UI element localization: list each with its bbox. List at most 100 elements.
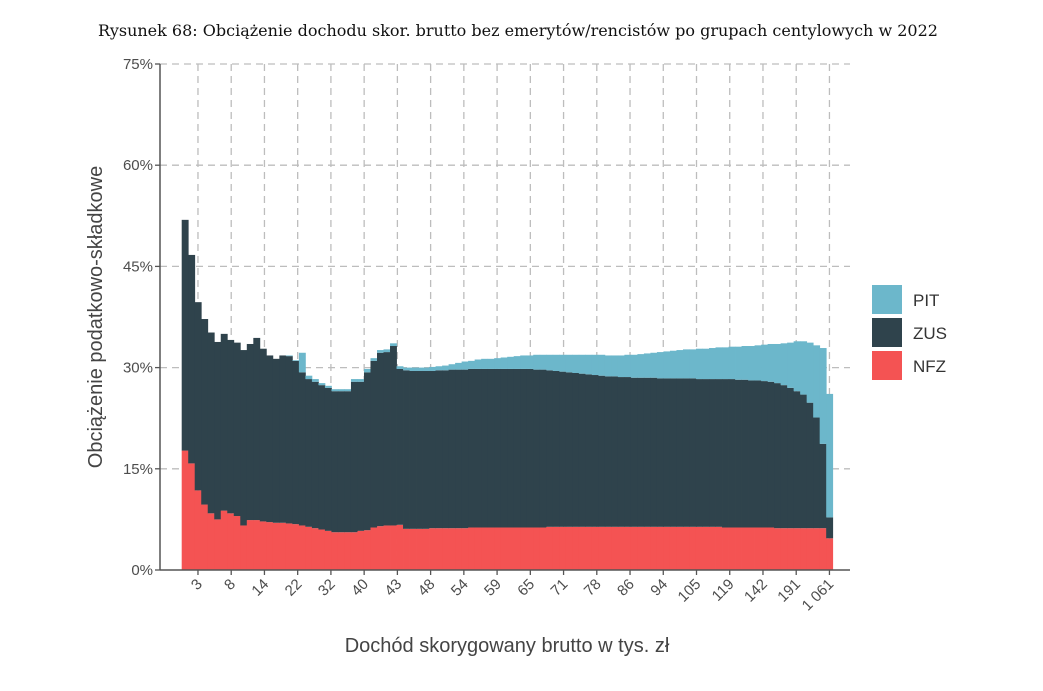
y-tick-label: 30% (123, 360, 153, 377)
y-tick-label: 75% (123, 56, 153, 73)
bar-nfz (246, 520, 254, 570)
bar-nfz (292, 524, 300, 570)
bar-nfz (409, 528, 417, 570)
bar-pit (357, 379, 365, 382)
bar-pit (442, 365, 450, 371)
bar-pit (630, 354, 638, 378)
x-tick-label: 3 (188, 576, 206, 594)
x-tick-label: 54 (448, 576, 472, 600)
bar-nfz (240, 525, 248, 570)
bar-nfz (526, 527, 534, 570)
bar-zus (233, 342, 241, 517)
bar-zus (207, 332, 215, 514)
bar-zus (533, 369, 541, 528)
bar-zus (774, 383, 782, 529)
x-tick-label: 22 (282, 576, 306, 600)
bar-pit (793, 341, 801, 392)
bar-pit (650, 352, 658, 378)
bar-nfz (643, 526, 651, 570)
bar-zus (663, 378, 671, 527)
bar-nfz (787, 528, 795, 570)
bar-zus (637, 377, 645, 527)
bar-pit (774, 343, 782, 384)
bar-nfz (800, 528, 808, 570)
bar-nfz (422, 528, 430, 570)
bar-pit (767, 343, 775, 382)
bar-zus (357, 381, 365, 531)
bar-pit (383, 349, 391, 353)
bar-nfz (578, 526, 586, 570)
bar-zus (800, 394, 808, 529)
bar-pit (533, 354, 541, 370)
bar-nfz (780, 528, 788, 570)
x-tick-label: 71 (548, 576, 572, 600)
bar-nfz (285, 523, 293, 570)
bar-pit (507, 356, 515, 369)
y-axis-title: Obciążenie podatkowo-składkowe (85, 166, 107, 468)
bar-pit (520, 355, 528, 369)
bar-nfz (702, 526, 710, 570)
y-tick-label: 0% (131, 562, 153, 579)
bar-pit (598, 354, 606, 376)
bar-nfz (259, 521, 267, 570)
x-tick-label: 86 (614, 576, 638, 600)
bar-pit (806, 342, 814, 403)
legend-label-nfz: NFZ (913, 357, 946, 376)
bar-pit (539, 354, 547, 370)
bar-zus (754, 380, 762, 528)
bar-pit (695, 348, 703, 380)
bar-nfz (565, 526, 573, 570)
bar-pit (546, 354, 554, 371)
bar-zus (422, 370, 430, 529)
bar-nfz (305, 526, 313, 570)
bar-zus (624, 377, 632, 527)
bar-zus (572, 372, 580, 527)
x-tick-label: 65 (514, 576, 538, 600)
bar-nfz (500, 527, 508, 570)
bar-nfz (630, 526, 638, 570)
bar-zus (591, 375, 599, 527)
bar-nfz (344, 532, 352, 570)
bar-pit (481, 358, 489, 369)
bar-pit (826, 393, 834, 518)
x-tick-label: 48 (415, 576, 439, 600)
bar-nfz (669, 526, 677, 570)
bar-nfz (377, 526, 384, 570)
bar-nfz (754, 527, 762, 570)
x-axis-title: Dochód skorygowany brutto w tys. zł (345, 635, 670, 657)
bar-zus (487, 368, 495, 528)
bar-zus (702, 379, 710, 527)
bar-nfz (331, 532, 339, 570)
bar-zus (396, 368, 404, 525)
bar-zus (656, 378, 664, 527)
bar-nfz (474, 527, 482, 570)
bar-nfz (494, 527, 502, 570)
bar-nfz (227, 513, 235, 570)
bar-zus (305, 379, 313, 527)
bar-zus (194, 302, 202, 491)
bar-nfz (604, 526, 612, 570)
bar-zus (630, 377, 638, 527)
bar-pit (689, 349, 697, 379)
bar-pit (715, 347, 723, 380)
bar-pit (337, 389, 345, 392)
bar-zus (689, 378, 697, 527)
x-tick-label: 1 061 (799, 576, 838, 615)
bar-nfz (357, 530, 365, 570)
bar-zus (494, 368, 502, 528)
bar-zus (461, 369, 469, 529)
bar-zus (383, 352, 391, 526)
x-tick-label: 32 (315, 576, 339, 600)
bar-zus (643, 377, 651, 527)
bar-zus (266, 355, 274, 523)
bar-nfz (650, 526, 658, 570)
bar-zus (350, 381, 358, 533)
bar-zus (246, 343, 254, 521)
bar-pit (819, 348, 827, 444)
bar-nfz (383, 525, 391, 570)
bar-nfz (201, 504, 209, 570)
bar-zus (390, 346, 397, 526)
y-tick-label: 60% (123, 157, 153, 174)
bar-pit (298, 352, 306, 373)
